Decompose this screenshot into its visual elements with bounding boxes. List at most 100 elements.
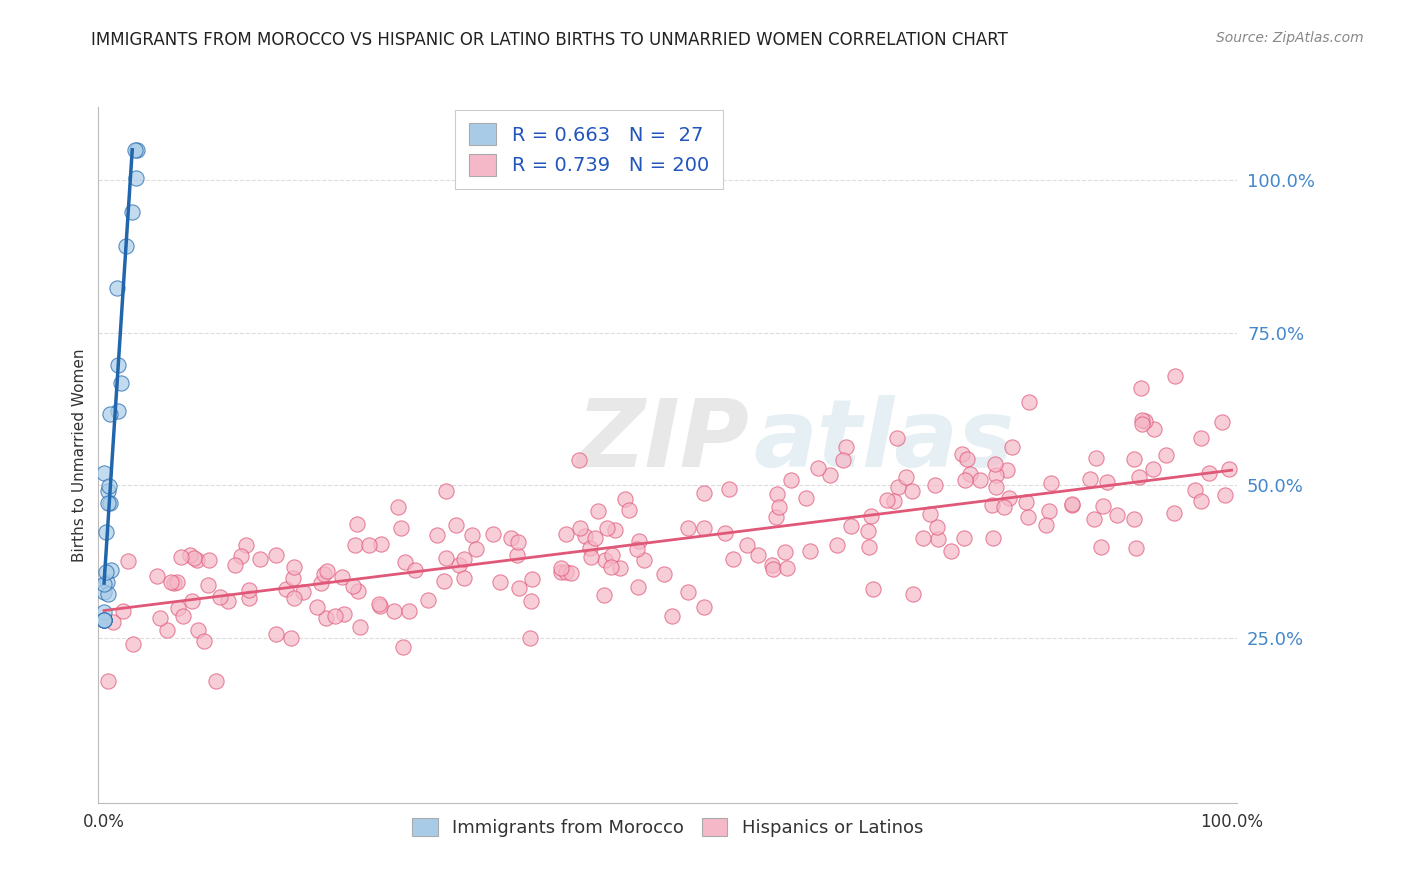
Point <box>1038 504 1060 518</box>
Point <box>693 599 716 614</box>
Point <box>93 613 115 627</box>
Point <box>105 281 128 295</box>
Point <box>283 591 305 605</box>
Point <box>554 565 576 579</box>
Point <box>1154 448 1177 462</box>
Point <box>652 567 675 582</box>
Text: atlas: atlas <box>754 395 1015 487</box>
Point <box>488 575 510 590</box>
Point <box>901 587 924 601</box>
Point <box>94 524 117 539</box>
Point <box>953 532 976 546</box>
Point <box>197 578 219 592</box>
Point <box>1189 494 1212 508</box>
Point <box>187 623 209 637</box>
Point <box>98 407 121 421</box>
Point <box>392 640 415 654</box>
Point <box>94 565 117 579</box>
Point <box>346 516 368 531</box>
Point <box>626 542 648 557</box>
Point <box>170 550 193 565</box>
Point <box>453 571 475 585</box>
Point <box>193 634 215 648</box>
Point <box>204 673 226 688</box>
Point <box>794 491 817 506</box>
Point <box>447 558 470 572</box>
Point <box>1128 469 1150 483</box>
Point <box>499 531 522 545</box>
Point <box>1097 475 1119 490</box>
Point <box>93 613 115 627</box>
Text: ZIP: ZIP <box>576 395 749 487</box>
Point <box>626 580 648 594</box>
Point <box>633 553 655 567</box>
Point <box>693 521 716 535</box>
Point <box>1184 483 1206 497</box>
Point <box>568 453 591 467</box>
Point <box>993 500 1015 514</box>
Point <box>1015 495 1038 509</box>
Point <box>766 486 789 500</box>
Point <box>349 620 371 634</box>
Point <box>1125 541 1147 555</box>
Point <box>862 582 884 597</box>
Point <box>1130 413 1153 427</box>
Point <box>768 500 790 514</box>
Point <box>1164 368 1187 383</box>
Point <box>887 480 910 494</box>
Point <box>1143 422 1166 436</box>
Point <box>693 486 716 500</box>
Point <box>520 572 543 586</box>
Point <box>224 558 246 573</box>
Point <box>676 585 699 599</box>
Point <box>166 601 188 615</box>
Point <box>1090 541 1112 555</box>
Point <box>117 554 139 568</box>
Point <box>950 447 973 461</box>
Point <box>394 555 416 569</box>
Point <box>799 544 821 558</box>
Point <box>330 570 353 584</box>
Point <box>856 524 879 538</box>
Point <box>148 611 170 625</box>
Point <box>446 518 468 533</box>
Point <box>97 483 120 498</box>
Point <box>121 204 143 219</box>
Point <box>574 529 596 543</box>
Point <box>343 538 366 552</box>
Point <box>779 473 801 487</box>
Point <box>404 563 426 577</box>
Point <box>426 528 449 542</box>
Point <box>1130 381 1153 395</box>
Point <box>368 599 391 614</box>
Point <box>924 478 946 492</box>
Point <box>98 478 121 492</box>
Point <box>283 571 305 585</box>
Point <box>93 613 115 627</box>
Point <box>956 452 979 467</box>
Point <box>506 548 529 562</box>
Point <box>953 473 976 487</box>
Point <box>433 574 456 588</box>
Point <box>984 457 1007 471</box>
Y-axis label: Births to Unmarried Women: Births to Unmarried Women <box>72 348 87 562</box>
Point <box>96 574 118 589</box>
Point <box>614 492 637 507</box>
Point <box>347 584 370 599</box>
Point <box>305 599 328 614</box>
Point <box>197 553 219 567</box>
Point <box>927 532 949 546</box>
Point <box>97 496 120 510</box>
Point <box>235 538 257 552</box>
Point <box>280 632 302 646</box>
Point <box>555 527 578 541</box>
Point <box>775 545 797 559</box>
Point <box>264 627 287 641</box>
Point <box>818 467 841 482</box>
Point <box>162 576 184 591</box>
Point <box>1078 472 1101 486</box>
Point <box>434 484 457 499</box>
Point <box>101 615 124 629</box>
Point <box>831 453 853 467</box>
Point <box>807 461 830 475</box>
